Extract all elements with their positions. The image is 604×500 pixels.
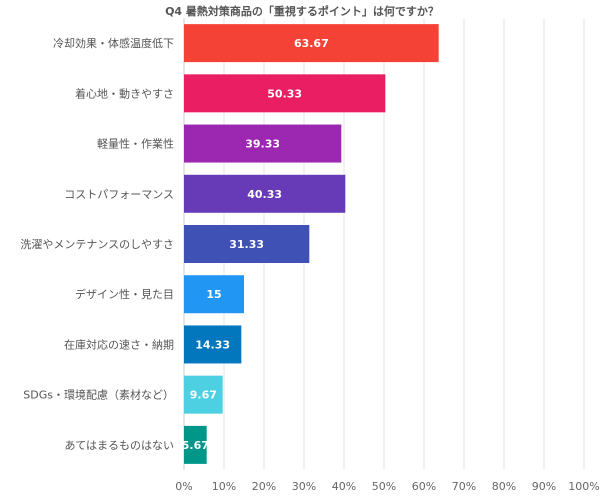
bar [184, 225, 310, 263]
bar [184, 425, 207, 464]
bar-value-label: 39.33 [245, 138, 280, 151]
bar [184, 375, 223, 414]
bar [184, 74, 386, 113]
category-label: 着心地・動きやすさ [75, 86, 174, 100]
bar-value-label: 9.67 [190, 389, 217, 402]
bar-value-label: 15 [206, 288, 221, 301]
category-label: デザイン性・見た目 [75, 287, 174, 301]
x-tick-label: 20% [252, 480, 276, 493]
category-label: コストパフォーマンス [64, 188, 174, 201]
x-tick-label: 10% [212, 480, 236, 493]
bar [184, 24, 439, 63]
bar [184, 124, 342, 163]
chart-title: Q4 暑熱対策商品の「重視するポイント」は何ですか？ [165, 5, 439, 18]
bar-value-label: 31.33 [229, 238, 264, 251]
bar [184, 275, 244, 314]
category-label: SDGs・環境配慮（素材など） [23, 388, 174, 402]
bar-value-label: 63.67 [294, 37, 329, 50]
x-tick-label: 90% [532, 480, 556, 493]
category-label: 洗濯やメンテナンスのしやすさ [20, 238, 174, 251]
x-tick-label: 60% [412, 480, 436, 493]
x-tick-label: 50% [372, 480, 396, 493]
x-tick-label: 70% [452, 480, 476, 493]
x-tick-label: 80% [492, 480, 516, 493]
x-tick-label: 100% [568, 480, 599, 493]
bar [184, 325, 242, 364]
category-label: 在庫対応の速さ・納期 [64, 337, 174, 351]
category-label: あてはまるものはない [64, 439, 174, 452]
bar-value-label: 40.33 [247, 188, 282, 201]
x-tick-label: 40% [332, 480, 356, 493]
bar [184, 174, 346, 213]
x-tick-label: 0% [175, 480, 192, 493]
bar-value-label: 5.67 [182, 439, 209, 452]
bar-value-label: 14.33 [195, 338, 230, 351]
category-label: 冷却効果・体感温度低下 [53, 36, 174, 50]
x-tick-label: 30% [292, 480, 316, 493]
bar-value-label: 50.33 [267, 87, 302, 100]
category-label: 軽量性・作業性 [97, 137, 174, 151]
